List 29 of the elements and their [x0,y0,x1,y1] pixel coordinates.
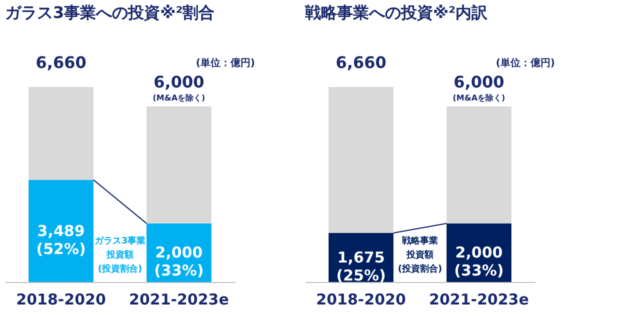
chart-title: ガラス3事業への投資※²割合 [5,3,215,22]
x-tick-label: 2021-2023e [429,290,529,308]
data-label: 1,675 (25%) [336,248,386,284]
data-label: 2,000 (33%) [154,244,204,280]
x-tick-label: 2018-2020 [316,290,406,308]
annotation: (M&Aを除く) [452,93,506,102]
annotation: 戦略事業 [401,236,438,247]
annotation: 投資額 [406,250,434,261]
annotation: (M&Aを除く) [152,93,206,102]
chart-title: 戦略事業への投資※²内訳 [304,3,489,22]
total-label: 6,000 [154,72,204,92]
bar [328,87,394,233]
bar [146,106,212,224]
total-label: 6,000 [454,72,504,92]
data-label: 3,489 (52%) [36,222,86,258]
data-label: 2,000 (33%) [454,244,504,280]
annotation: (投資割合) [98,264,142,275]
annotation: (投資割合) [398,264,442,275]
total-label: 6,660 [336,53,386,72]
total-label: 6,660 [36,53,86,72]
x-tick-label: 2021-2023e [129,290,229,308]
bar [28,87,94,180]
bar [28,180,94,282]
chart-subtitle: (単位：億円) [196,57,255,69]
annotation: ガラス3事業 [94,236,146,247]
chart-subtitle: (単位：億円) [496,57,555,69]
annotation: 投資額 [106,250,134,261]
bar [446,106,512,224]
x-tick-label: 2018-2020 [16,290,106,308]
